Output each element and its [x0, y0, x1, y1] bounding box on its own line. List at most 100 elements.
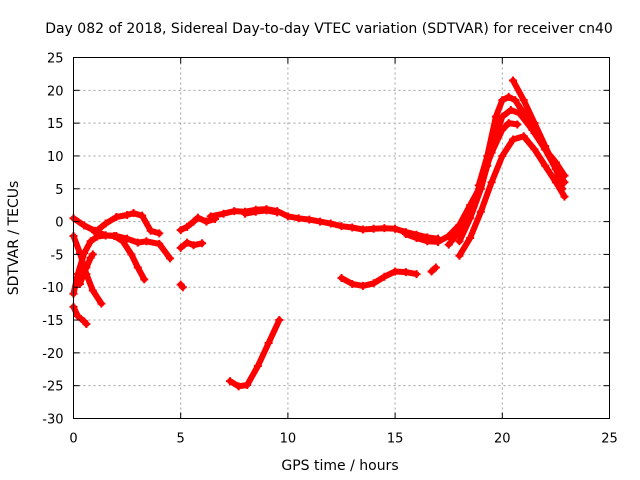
data-point [283, 212, 292, 221]
data-point [504, 92, 513, 101]
series-line [76, 251, 96, 287]
data-point [380, 272, 389, 281]
series-line [242, 207, 281, 217]
x-tick-label: 20 [494, 432, 511, 447]
data-point [73, 270, 82, 279]
y-tick-label: -30 [42, 413, 63, 428]
y-tick-label: -5 [51, 248, 64, 263]
data-point [431, 263, 440, 272]
data-point [97, 299, 106, 308]
data-point [560, 192, 569, 201]
data-point [189, 241, 198, 250]
data-point [541, 161, 550, 170]
data-point [88, 286, 97, 295]
data-point [337, 274, 346, 283]
y-tick-label: -25 [42, 380, 63, 395]
data-point [88, 250, 97, 259]
data-point [123, 234, 132, 243]
y-tick-label: 15 [47, 117, 64, 132]
data-point [433, 237, 442, 246]
data-point [101, 231, 110, 240]
data-point [455, 237, 464, 246]
chart-title: Day 082 of 2018, Sidereal Day-to-day VTE… [45, 21, 613, 37]
data-point [466, 234, 475, 242]
series-arc-20 [226, 316, 284, 391]
series-arc-11 [241, 206, 282, 218]
data-point [358, 281, 367, 290]
data-point [348, 223, 357, 232]
series-line [70, 303, 90, 327]
plot-frame [73, 57, 610, 419]
data-point [142, 237, 151, 246]
data-point [483, 151, 492, 160]
data-point [498, 96, 507, 105]
series-arc-07 [176, 280, 187, 292]
data-point [513, 120, 522, 129]
x-tick-label: 0 [69, 432, 77, 447]
data-point [183, 238, 192, 247]
data-point [412, 234, 421, 242]
series-arc-06 [90, 209, 164, 238]
data-point [423, 237, 432, 246]
data-point [273, 208, 282, 217]
data-point [219, 209, 228, 218]
data-point [146, 226, 155, 235]
data-point [506, 106, 515, 115]
data-point [86, 237, 95, 246]
data-point [80, 221, 89, 230]
data-point [112, 212, 121, 221]
y-tick-label: 10 [47, 150, 64, 165]
data-point [262, 206, 271, 215]
y-tick-label: 5 [55, 183, 63, 198]
data-point [491, 112, 500, 121]
data-point [401, 230, 410, 239]
x-tick-label: 10 [280, 432, 297, 447]
data-point [326, 219, 335, 228]
data-point [474, 181, 483, 190]
data-point [140, 275, 149, 284]
data-point [511, 96, 520, 105]
data-point [444, 240, 453, 249]
series-arc-04 [69, 302, 91, 328]
data-point [202, 217, 211, 226]
data-point [401, 268, 410, 277]
data-point [82, 263, 91, 272]
axis-ticks: 0 5 10 15 20 25 -30 -25 -20 -15 -10 -5 0 5 10 15 20 25 [42, 52, 618, 447]
data-point [412, 270, 421, 279]
data-point [509, 76, 518, 85]
data-point [193, 213, 202, 222]
data-point [294, 214, 303, 223]
data-point [264, 339, 273, 348]
data-point [380, 224, 389, 233]
data-point [509, 135, 518, 144]
y-tick-label: 20 [47, 84, 64, 99]
data-point [369, 224, 378, 233]
data-point [75, 279, 84, 288]
data-point [530, 119, 539, 128]
data-point [305, 215, 314, 224]
series-arc-05 [75, 250, 97, 288]
data-point [118, 237, 127, 246]
x-tick-label: 5 [177, 432, 185, 447]
data-point [316, 217, 325, 226]
data-point [176, 226, 185, 235]
data-point [243, 381, 252, 390]
data-point [183, 222, 192, 231]
data-point [391, 224, 400, 233]
data-point [551, 178, 560, 187]
y-tick-label: -20 [42, 347, 63, 362]
x-tick-label: 15 [387, 432, 404, 447]
y-tick-label: 0 [55, 216, 63, 231]
data-point [275, 316, 284, 325]
grid-lines [73, 57, 610, 419]
data-point [337, 222, 346, 231]
data-point [155, 229, 164, 238]
data-point [198, 239, 207, 248]
y-tick-label: -10 [42, 281, 63, 296]
data-point [129, 209, 138, 218]
data-point [127, 250, 136, 259]
data-point [178, 283, 187, 292]
data-point [498, 151, 507, 160]
series-arc-18 [337, 267, 421, 290]
series-arc-19 [427, 263, 440, 276]
